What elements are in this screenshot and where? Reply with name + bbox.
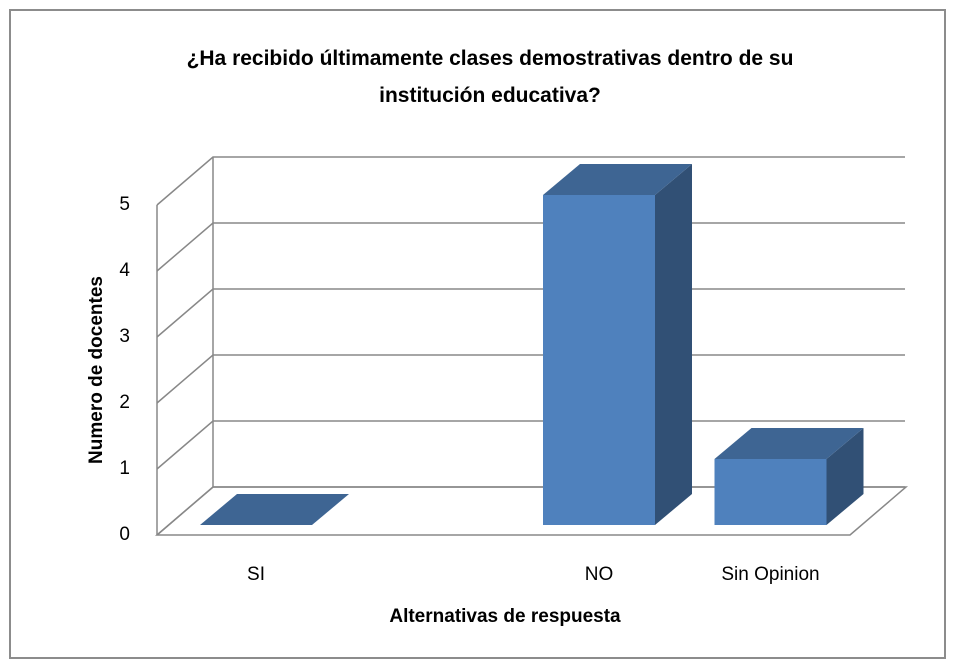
bar-side xyxy=(655,164,692,525)
bar xyxy=(543,164,692,525)
bar-top xyxy=(200,494,349,525)
chart-title: ¿Ha recibido últimamente clases demostra… xyxy=(186,47,794,107)
y-tick-label: 1 xyxy=(119,458,130,479)
y-tick-label: 3 xyxy=(119,326,130,347)
y-tick-label: 0 xyxy=(119,524,130,545)
bar-front xyxy=(714,459,827,525)
y-tick-label: 2 xyxy=(119,392,130,413)
x-tick-label: NO xyxy=(585,564,614,585)
x-axis-label: Alternativas de respuesta xyxy=(389,606,621,627)
bar-side xyxy=(826,428,864,525)
grid-line xyxy=(156,288,905,338)
bar-front xyxy=(543,195,655,525)
grid-line xyxy=(156,222,905,272)
bar-top xyxy=(714,428,864,459)
y-tick-label: 4 xyxy=(119,260,130,281)
y-tick-label: 5 xyxy=(119,194,130,215)
bar xyxy=(714,428,864,525)
chart-border xyxy=(9,9,946,659)
x-tick-label: Sin Opinion xyxy=(721,564,819,585)
bar xyxy=(200,494,349,525)
y-axis-label: Numero de docentes xyxy=(86,276,107,464)
x-tick-label: SI xyxy=(247,564,265,585)
bar-top xyxy=(543,164,692,195)
grid-line xyxy=(156,354,905,404)
grid-line xyxy=(156,156,905,206)
